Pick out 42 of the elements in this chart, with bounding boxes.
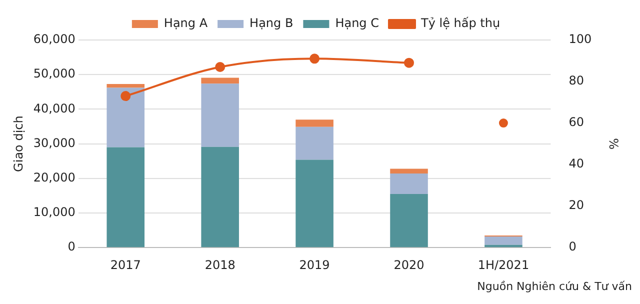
y2-axis-title: % [606,138,621,150]
bar [296,160,334,248]
bar [106,88,145,148]
bar [390,194,428,248]
bar [201,146,239,248]
y2-tick-label: 80 [568,74,584,88]
y-tick-label: 60,000 [33,32,76,46]
point [310,54,320,64]
y-tick-label: 50,000 [33,66,76,81]
x-tick-label: 2017 [110,258,141,272]
y-tick-label: 40,000 [33,101,76,116]
y-tick-label: 10,000 [33,205,76,220]
bar [296,120,334,127]
point [120,91,131,102]
bar [201,78,239,84]
y2-tick-label: 60 [568,115,584,130]
x-tick-label: 2020 [394,258,424,272]
bar [201,84,239,147]
point [404,58,414,68]
y-tick-label: 20,000 [33,170,76,185]
bar [484,236,522,245]
bar [390,168,428,174]
text: Nguồn Nghiên cứu & Tư vấn [476,280,632,293]
legend-label: Hạng B [250,16,294,30]
point [215,62,226,72]
x-tick-label: 2018 [204,258,236,272]
bar [106,84,145,88]
x-tick-label: 1H/2021 [478,258,530,272]
bar [296,126,334,160]
y2-tick-label: 100 [568,32,592,46]
legend-label: Hạng A [164,16,208,30]
bar [390,174,428,194]
y2-tick-label: 40 [568,156,584,171]
y-tick-label: 30,000 [33,136,76,150]
y-axis-title: Giao dịch [11,116,26,172]
y2-tick-label: 0 [568,240,576,254]
legend-label: Tỷ lệ hấp thụ [420,16,500,30]
legend-label: Hạng C [335,16,379,30]
bar [106,147,145,248]
y-tick-label: 0 [68,240,76,254]
x-tick-label: 2019 [299,258,330,272]
y2-tick-label: 20 [568,198,584,212]
